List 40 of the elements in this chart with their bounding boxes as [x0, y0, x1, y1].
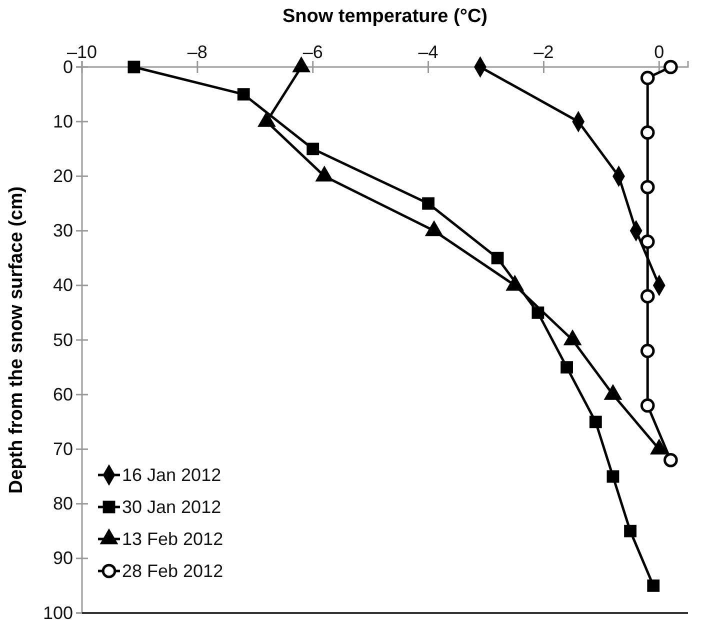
- y-axis-title: Depth from the snow surface (cm): [6, 186, 27, 494]
- x-tick-label: –2: [534, 42, 554, 62]
- y-tick-label: 30: [52, 220, 73, 241]
- point: [589, 416, 602, 428]
- point: [640, 398, 655, 413]
- point: [664, 452, 678, 468]
- point: [640, 125, 655, 140]
- point: [624, 524, 636, 538]
- y-tick-label: 40: [52, 275, 73, 296]
- x-tick-label: –4: [418, 42, 438, 62]
- x-tick-label: –8: [187, 42, 208, 62]
- y-tick-label: 70: [52, 438, 73, 459]
- point: [491, 252, 504, 264]
- x-axis-title: Snow temperature (°C): [282, 6, 488, 27]
- y-tick-label: 90: [52, 548, 73, 568]
- point: [306, 142, 320, 156]
- legend-label: 13 Feb 2012: [122, 529, 224, 549]
- y-tick-label: 80: [52, 494, 73, 514]
- point: [640, 70, 655, 86]
- point: [640, 344, 655, 358]
- point: [664, 60, 678, 74]
- y-tick-label: 50: [52, 330, 73, 350]
- legend-label: 30 Jan 2012: [122, 497, 222, 517]
- point: [640, 289, 655, 304]
- point: [606, 470, 620, 483]
- y-tick-label: 10: [52, 111, 73, 132]
- point: [640, 234, 655, 249]
- point: [640, 180, 655, 194]
- x-tick-label: –6: [302, 42, 323, 62]
- point: [560, 361, 573, 374]
- legend-label: 16 Jan 2012: [122, 465, 222, 485]
- point: [647, 580, 660, 592]
- y-tick-label: 100: [42, 602, 73, 623]
- y-tick-label: 20: [52, 166, 73, 186]
- point: [237, 88, 250, 100]
- x-tick-label: 0: [654, 42, 664, 62]
- y-tick-label: 60: [52, 384, 73, 404]
- point: [422, 197, 434, 210]
- legend-label: 28 Feb 2012: [122, 561, 224, 581]
- point: [128, 60, 140, 74]
